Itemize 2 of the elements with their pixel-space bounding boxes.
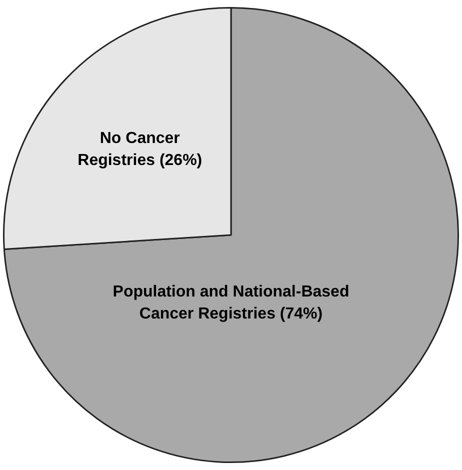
slice-label: Population and National-Based Cancer Registries (74%) (112, 284, 350, 323)
slice-label: No Cancer Registries (26%) (78, 130, 202, 169)
